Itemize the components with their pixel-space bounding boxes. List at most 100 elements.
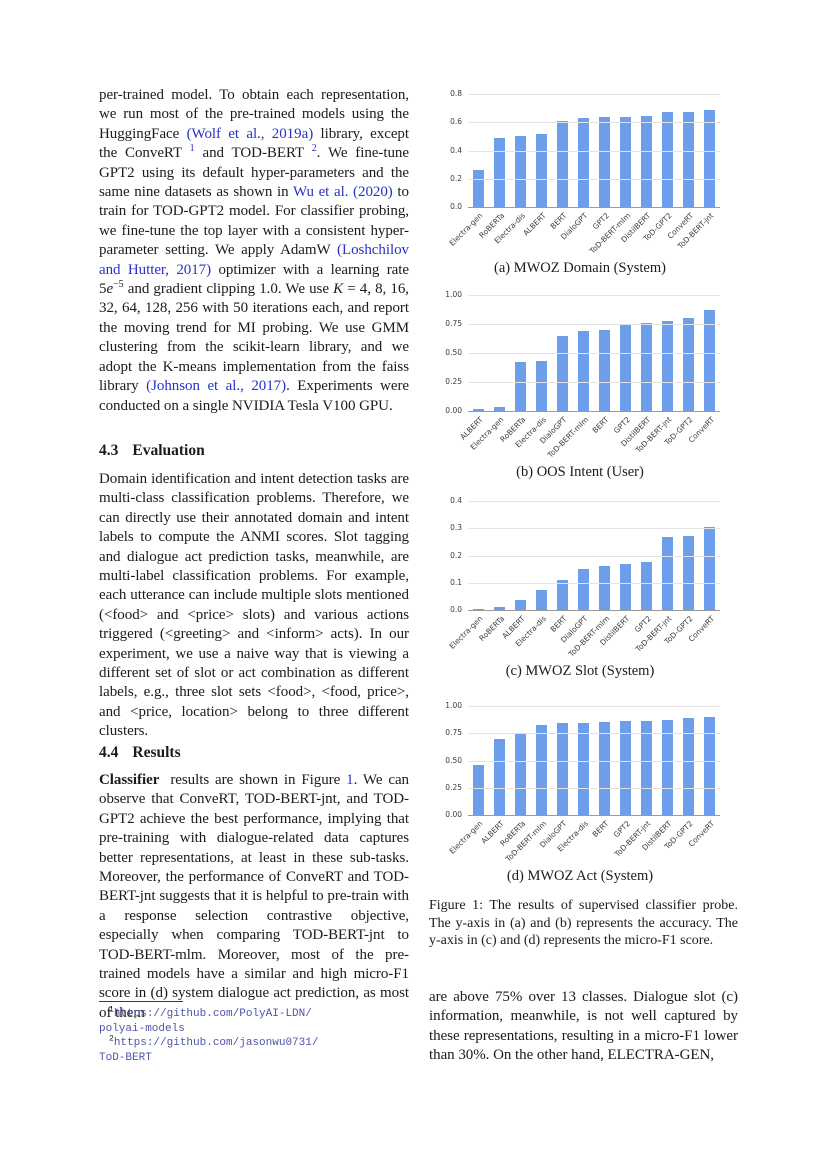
y-tick-label: 0.25 [445, 782, 462, 792]
bar-DialoGPT [578, 118, 589, 207]
text-run: −5 [113, 279, 124, 291]
bar-ToD-BERT-jnt [641, 720, 652, 815]
x-axis-labels: Electra-gen RoBERTa ALBERT Electra-dis BERT D… [448, 611, 720, 659]
y-tick-label: 0.50 [445, 348, 462, 357]
bar-Electra-dis [515, 136, 526, 207]
gridline [468, 295, 720, 296]
bar-ToD-GPT2 [683, 535, 694, 610]
gridline [468, 353, 720, 354]
section-heading-4-3: 4.3 Evaluation [99, 442, 409, 460]
bar-ToD-GPT2 [662, 112, 673, 207]
footnote-1: 1https://github.com/PolyAI-LDN/ polyai-m… [99, 1006, 411, 1036]
subfigure-caption-b: (b) OOS Intent (User) [516, 464, 644, 480]
bar-ConveRT [683, 111, 694, 207]
bar-DialoGPT [557, 723, 568, 815]
bar-RoBERTa [515, 734, 526, 815]
bar-GPT2 [620, 721, 631, 815]
gridline [468, 787, 720, 789]
bar-Electra-gen [473, 170, 484, 207]
bar-ToD-BERT-mlm [578, 330, 589, 411]
footnote-url-link[interactable]: https://github.com/jasonwu0731/ [113, 1037, 319, 1049]
citation-link[interactable]: 1 [189, 143, 195, 155]
footnote-url-link[interactable]: polyai-models [99, 1022, 185, 1035]
y-tick-label: 1.00 [445, 701, 462, 710]
text-run: and gradient clipping 1.0. We use [123, 281, 334, 298]
gridline [468, 150, 720, 152]
citation-link[interactable]: (Wolf et al., 2019a) [186, 125, 314, 142]
bar-DistilBERT [662, 720, 673, 815]
footnote-url-link[interactable]: ToD-BERT [99, 1051, 152, 1064]
chart-area: 0.0 0.2 0.4 0.6 0.8 Electra-gen RoBERTa Electr… [440, 89, 720, 256]
y-tick-label: 0.3 [450, 523, 462, 533]
section-title: Results [132, 744, 181, 761]
y-tick-label: 0.75 [445, 728, 462, 738]
y-tick-label: 0.50 [445, 755, 462, 765]
y-tick-label: 0.0 [450, 202, 462, 211]
citation-link[interactable]: (Loshchilov and Hutter, 2017) [99, 242, 409, 278]
y-axis: 0.0 0.2 0.4 0.6 0.8 [440, 89, 464, 211]
section-number: 4.3 [99, 442, 119, 459]
citation-link[interactable]: 2 [311, 143, 317, 155]
y-tick-label: 0.25 [445, 377, 462, 386]
gridline [468, 760, 720, 762]
plot-area [468, 706, 720, 816]
gridline [468, 122, 720, 124]
chart-oos-intent: 0.00 0.25 0.50 0.75 1.00 ALBERT Electra-gen Ro… [440, 290, 720, 481]
paragraph-results-continued: are above 75% over 13 classes. Dialogue … [429, 989, 738, 1064]
text-run: to train for TOD-GPT2 model. For classif… [99, 184, 410, 259]
x-tick-label: BERT [590, 415, 611, 435]
y-axis: 0.00 0.25 0.50 0.75 1.00 [440, 290, 464, 415]
subfigure-caption-c: (c) MWOZ Slot (System) [505, 663, 655, 679]
bar-DistilBERT [641, 115, 652, 207]
bar-RoBERTa [494, 137, 505, 207]
bar-ToD-BERT-mlm [599, 566, 610, 610]
x-tick-label: Electra-gen [448, 211, 485, 248]
bar-BERT [599, 329, 610, 411]
bar-ToD-BERT-jnt [662, 536, 673, 610]
chart-area: 0.00 0.25 0.50 0.75 1.00 Electra-gen ALBERT Ro… [440, 701, 720, 864]
text-run: e [106, 281, 114, 298]
gridline [468, 94, 720, 95]
bar-ALBERT [536, 133, 547, 207]
bar-ToD-BERT-jnt [662, 321, 673, 411]
plot-area [468, 295, 720, 412]
bar-Electra-gen [473, 764, 484, 815]
bar-series [468, 501, 720, 610]
bar-ConveRT [704, 310, 715, 411]
x-axis-labels: ALBERT Electra-gen RoBERTa Electra-dis Dialo… [458, 412, 720, 460]
citation-link[interactable]: Wu et al. (2020) [292, 184, 393, 201]
footnotes: 1https://github.com/PolyAI-LDN/ polyai-m… [99, 1006, 411, 1065]
gridline [468, 324, 720, 325]
footnote-rule [99, 1001, 183, 1002]
bar-GPT2 [620, 325, 631, 411]
bar-ConveRT [704, 526, 715, 610]
footnote-marker: 2 [109, 1034, 114, 1044]
bar-ToD-BERT-jnt [704, 109, 715, 207]
y-tick-label: 0.00 [445, 810, 462, 819]
bar-Electra-gen [494, 406, 505, 411]
bar-ToD-GPT2 [683, 318, 694, 411]
gridline [468, 555, 720, 557]
y-tick-label: 1.00 [445, 290, 462, 299]
bar-DistilBERT [641, 323, 652, 411]
y-tick-label: 0.2 [450, 173, 462, 183]
footnote-url-link[interactable]: https://github.com/PolyAI-LDN/ [113, 1008, 312, 1020]
section-heading-4-4: 4.4 Results [99, 744, 409, 762]
y-tick-label: 0.2 [450, 550, 462, 560]
gridline [468, 528, 720, 530]
bar-ToD-BERT-mlm [620, 116, 631, 207]
y-tick-label: 0.6 [450, 117, 462, 127]
citation-link[interactable]: 1 [346, 772, 354, 788]
bar-series [468, 94, 720, 207]
bar-DistilBERT [620, 563, 631, 610]
bar-Electra-dis [536, 361, 547, 411]
y-tick-label: 0.0 [450, 605, 462, 614]
citation-link[interactable]: (Johnson et al., 2017) [146, 378, 287, 395]
y-tick-label: 0.00 [445, 406, 462, 415]
text-run: per-trained model. To obtain each repres… [99, 87, 409, 142]
gridline [468, 382, 720, 383]
gridline [468, 501, 720, 502]
bar-BERT [557, 120, 568, 207]
paragraph-experiment-setup: per-trained model. To obtain each repres… [99, 86, 409, 416]
